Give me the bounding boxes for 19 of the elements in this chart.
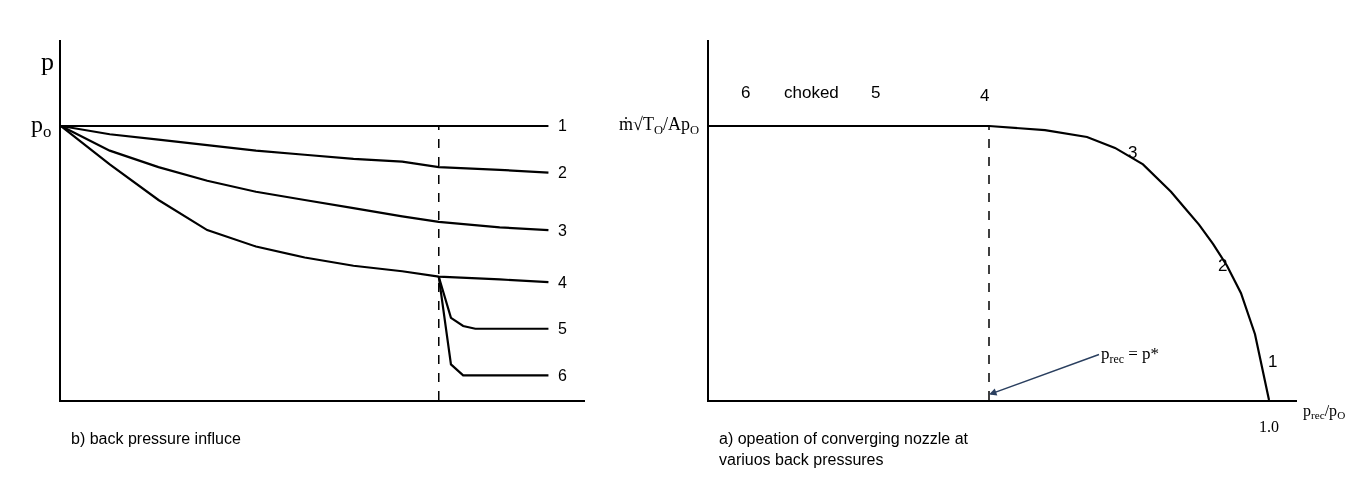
series-label: 5	[558, 320, 567, 337]
series-label: 4	[558, 274, 567, 291]
text: b) back pressure influce	[71, 430, 241, 447]
series-label: 6	[558, 367, 567, 384]
annotation: 1	[1268, 352, 1278, 371]
annotation: p$_{rec}$ = p*	[1101, 344, 1160, 366]
series-label: 3	[558, 222, 567, 239]
series-label: 2	[558, 164, 567, 181]
text: p$_{o}$	[31, 111, 52, 142]
text: a) opeation of converging nozzle at variuos back pressures	[719, 430, 969, 468]
text: 1.0	[1259, 418, 1279, 435]
text: 6	[741, 83, 751, 102]
series-label: 1	[558, 117, 567, 134]
x-axis-title: p$_{rec}$/p$_{O}$	[1303, 402, 1346, 422]
text: choked	[784, 83, 839, 102]
text: 4	[980, 86, 990, 105]
text: 5	[871, 83, 881, 102]
y-axis-title: ṁ√T$_{O}$/Ap$_{O}$	[619, 114, 700, 137]
y-axis-title: p	[41, 47, 54, 76]
